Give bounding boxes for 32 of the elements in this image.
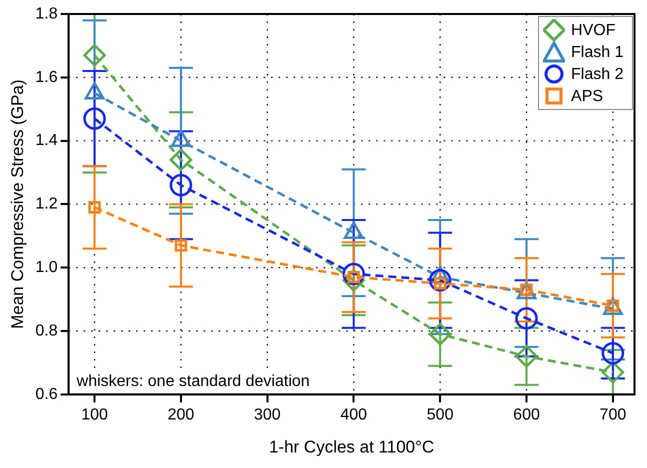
legend-label: Flash 2: [571, 64, 624, 84]
point: [83, 44, 106, 66]
x-tick-label: 100: [81, 406, 108, 424]
x-tick-label: 500: [426, 406, 454, 424]
y-tick-label: 1.4: [35, 132, 58, 150]
x-axis-title: 1-hr Cycles at 1100°C: [268, 437, 434, 456]
point: [602, 342, 624, 364]
y-tick-label: 1.2: [35, 196, 58, 213]
point: [174, 239, 188, 252]
point: [515, 345, 538, 368]
x-tick-label: 600: [513, 406, 540, 424]
y-axis-title: Mean Compressive Stress (GPa): [8, 79, 27, 329]
legend-label: APS: [571, 86, 604, 106]
y-tick-label: 0.8: [35, 322, 58, 340]
y-tick-label: 1.6: [35, 68, 58, 86]
legend-label: HVOF: [571, 20, 616, 40]
x-tick-label: 700: [600, 406, 626, 424]
legend-label: Flash 1: [571, 42, 624, 62]
point: [170, 148, 192, 172]
point: [515, 307, 538, 330]
y-tick-label: 1.0: [35, 259, 58, 276]
point: [602, 360, 624, 384]
point: [88, 201, 101, 214]
point: [83, 107, 106, 130]
y-tick-label: 0.6: [35, 386, 58, 403]
x-tick-label: 400: [340, 406, 368, 424]
x-tick-label: 300: [254, 406, 281, 424]
x-tick-label: 200: [168, 406, 194, 424]
y-tick-label: 1.8: [35, 5, 58, 22]
point: [170, 174, 192, 196]
annotation: whiskers: one standard deviation: [76, 372, 310, 390]
point: [428, 322, 452, 346]
